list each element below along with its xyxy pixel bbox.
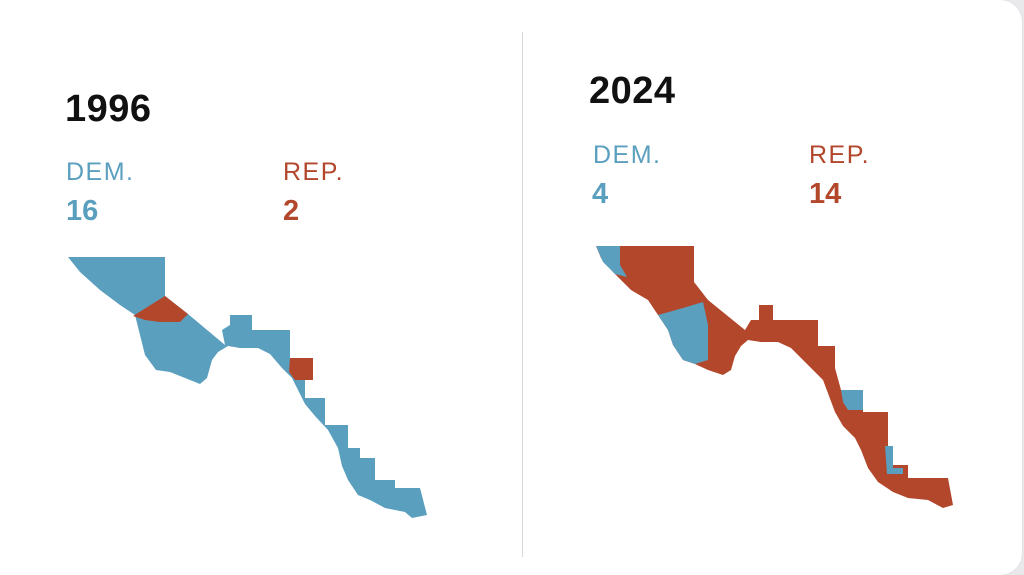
county-region-2024-dem-nw (596, 246, 627, 277)
county-region-2024-dem-coast (658, 302, 708, 364)
county-map-1996 (68, 257, 427, 518)
county-region-2024-dem-south (885, 446, 903, 474)
dem-label-1996: DEM. (66, 158, 135, 186)
panel-1996: 1996 DEM. 16 REP. 2 (65, 88, 427, 518)
county-region-2024-dem-mid (841, 390, 863, 410)
dem-count-1996: 16 (66, 195, 99, 227)
county-map-2024 (596, 246, 953, 508)
panel-divider (522, 32, 523, 557)
rep-count-1996: 2 (283, 195, 300, 227)
panel-2024: 2024 DEM. 4 REP. 14 (523, 0, 1022, 575)
county-region-1996-main (68, 257, 427, 518)
dem-count-2024: 4 (592, 178, 609, 210)
year-title-2024: 2024 (589, 70, 676, 112)
rep-label-1996: REP. (283, 158, 345, 186)
county-region-1996-rep-middle (289, 358, 313, 380)
rep-label-2024: REP. (809, 141, 871, 169)
dem-label-2024: DEM. (593, 141, 662, 169)
year-title-1996: 1996 (65, 88, 152, 130)
rep-count-2024: 14 (809, 178, 842, 210)
county-region-1996-rep-north (133, 296, 188, 322)
